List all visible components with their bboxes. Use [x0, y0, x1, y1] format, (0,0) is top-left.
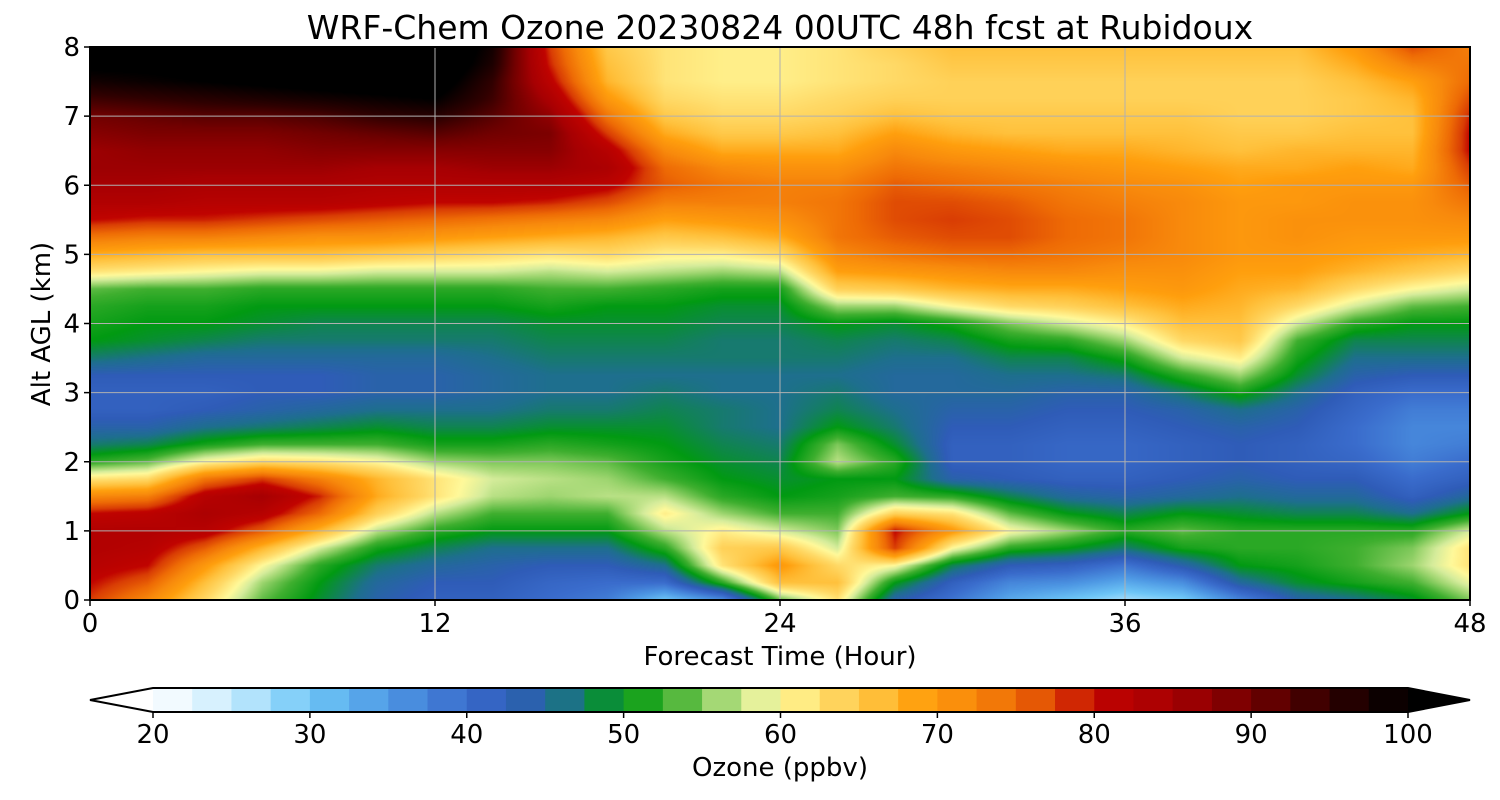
colorbar-tick-label: 90 — [1235, 720, 1268, 750]
colorbar-segment — [388, 688, 429, 712]
y-tick-label: 0 — [63, 586, 80, 616]
colorbar-tick-label: 50 — [607, 720, 640, 750]
colorbar-ticks: 20 30 40 50 60 70 80 90 100 — [136, 712, 1433, 750]
colorbar-extend-high — [1408, 688, 1470, 712]
colorbar-tick-label: 20 — [136, 720, 169, 750]
colorbar-segment — [153, 688, 193, 712]
colorbar-segment — [1172, 688, 1213, 712]
colorbar-segment — [937, 688, 978, 712]
chart-title: WRF-Chem Ozone 20230824 00UTC 48h fcst a… — [307, 8, 1253, 47]
colorbar-segment — [623, 688, 664, 712]
colorbar-segment — [1094, 688, 1135, 712]
x-tick-label: 48 — [1453, 609, 1486, 639]
colorbar-segment — [192, 688, 233, 712]
y-tick-label: 6 — [63, 171, 80, 201]
colorbar-segment — [545, 688, 586, 712]
colorbar-tick-label: 70 — [921, 720, 954, 750]
colorbar-segment — [741, 688, 782, 712]
colorbar-tick-label: 60 — [764, 720, 797, 750]
colorbar-segment — [1211, 688, 1252, 712]
x-tick-label: 24 — [763, 609, 796, 639]
colorbar: 20 30 40 50 60 70 80 90 100 Ozone (ppbv) — [89, 687, 1471, 783]
colorbar-segment — [976, 688, 1017, 712]
colorbar-segment — [1329, 688, 1370, 712]
x-tick-label: 36 — [1108, 609, 1141, 639]
colorbar-segment — [1055, 688, 1095, 712]
colorbar-segment — [662, 688, 703, 712]
y-tick-label: 3 — [63, 379, 80, 409]
colorbar-tick-label: 80 — [1078, 720, 1111, 750]
y-tick-label: 4 — [63, 310, 80, 340]
colorbar-segment — [1251, 688, 1291, 712]
plot-area — [89, 46, 1471, 601]
y-axis-ticks: 0 1 2 3 4 5 6 7 8 — [63, 33, 90, 616]
colorbar-segment — [1290, 688, 1331, 712]
colorbar-tick-label: 100 — [1383, 720, 1433, 750]
colorbar-segment — [898, 688, 938, 712]
colorbar-tick-label: 40 — [450, 720, 483, 750]
colorbar-segment — [1015, 688, 1056, 712]
colorbar-segment — [466, 688, 507, 712]
colorbar-segment — [819, 688, 860, 712]
colorbar-segment — [1368, 688, 1409, 712]
colorbar-label: Ozone (ppbv) — [692, 753, 868, 783]
grid-lines — [90, 47, 1470, 600]
colorbar-segment — [858, 688, 899, 712]
colorbar-segment — [780, 688, 821, 712]
y-tick-label: 8 — [63, 33, 80, 63]
y-axis-label: Alt AGL (km) — [27, 242, 57, 406]
y-tick-label: 1 — [63, 517, 80, 547]
colorbar-segment — [349, 688, 389, 712]
colorbar-tick-label: 30 — [293, 720, 326, 750]
colorbar-segment — [231, 688, 272, 712]
x-axis-label: Forecast Time (Hour) — [643, 642, 916, 672]
colorbar-segment — [584, 688, 625, 712]
colorbar-segment — [1133, 688, 1174, 712]
x-tick-label: 12 — [418, 609, 451, 639]
colorbar-segment — [309, 688, 350, 712]
y-tick-label: 5 — [63, 240, 80, 270]
colorbar-segment — [427, 688, 468, 712]
y-tick-label: 7 — [63, 102, 80, 132]
colorbar-segment — [505, 688, 546, 712]
colorbar-segment — [702, 688, 742, 712]
colorbar-segment — [270, 688, 311, 712]
colorbar-fill — [90, 688, 1470, 712]
y-tick-label: 2 — [63, 448, 80, 478]
x-tick-label: 0 — [82, 609, 99, 639]
colorbar-extend-low — [90, 688, 153, 712]
x-axis-ticks: 0 12 24 36 48 — [82, 600, 1487, 639]
